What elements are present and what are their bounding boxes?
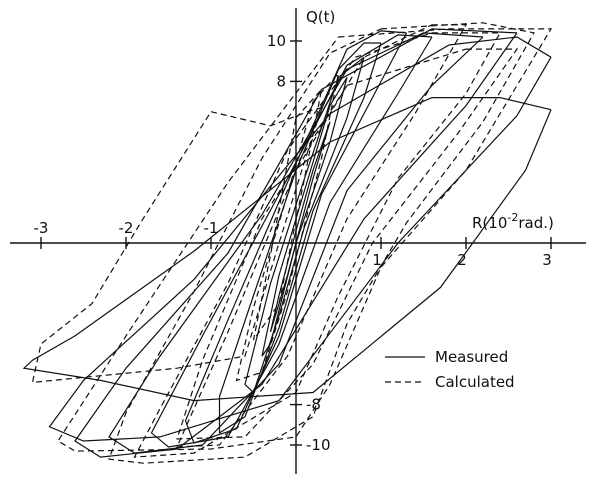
x-tick-label: 3 xyxy=(542,251,552,269)
x-tick-label: 1 xyxy=(372,251,382,269)
calculated-loop-4 xyxy=(133,32,502,458)
axes-group xyxy=(10,8,586,474)
measured-loop-1 xyxy=(22,97,552,402)
legend: Measured Calculated xyxy=(385,348,515,391)
legend-label-calculated: Calculated xyxy=(435,373,515,391)
calculated-loop-1 xyxy=(31,106,323,384)
calculated-loop-8 xyxy=(176,24,468,448)
y-tick-label: -8 xyxy=(306,396,321,414)
measured-loop-9 xyxy=(261,77,348,357)
calculated-loop-3 xyxy=(108,22,535,464)
calculated-loop-2 xyxy=(57,28,553,452)
y-tick-label: -10 xyxy=(306,436,331,454)
x-axis-label: R(10-2rad.) xyxy=(472,211,554,232)
measured-loop-8 xyxy=(244,56,365,394)
labels-group: -3 -2 -1 1 2 3 10 8 -8 -10 Q(t) R(10-2rad.) xyxy=(34,8,554,454)
calculated-loop-5 xyxy=(176,48,519,440)
measured-loop-7 xyxy=(218,42,382,434)
x-tick-label: -3 xyxy=(34,219,49,237)
legend-label-measured: Measured xyxy=(435,348,508,366)
x-tick-label: -1 xyxy=(204,219,219,237)
y-tick-label: 8 xyxy=(276,72,286,90)
curves-group xyxy=(22,22,553,464)
measured-loop-6 xyxy=(184,30,408,444)
measured-loop-5 xyxy=(150,34,433,448)
y-axis-label: Q(t) xyxy=(306,8,335,26)
x-tick-label: -2 xyxy=(119,219,134,237)
x-tick-label: 2 xyxy=(457,251,467,269)
measured-loop-10 xyxy=(269,121,331,333)
y-tick-label: 10 xyxy=(267,32,286,50)
